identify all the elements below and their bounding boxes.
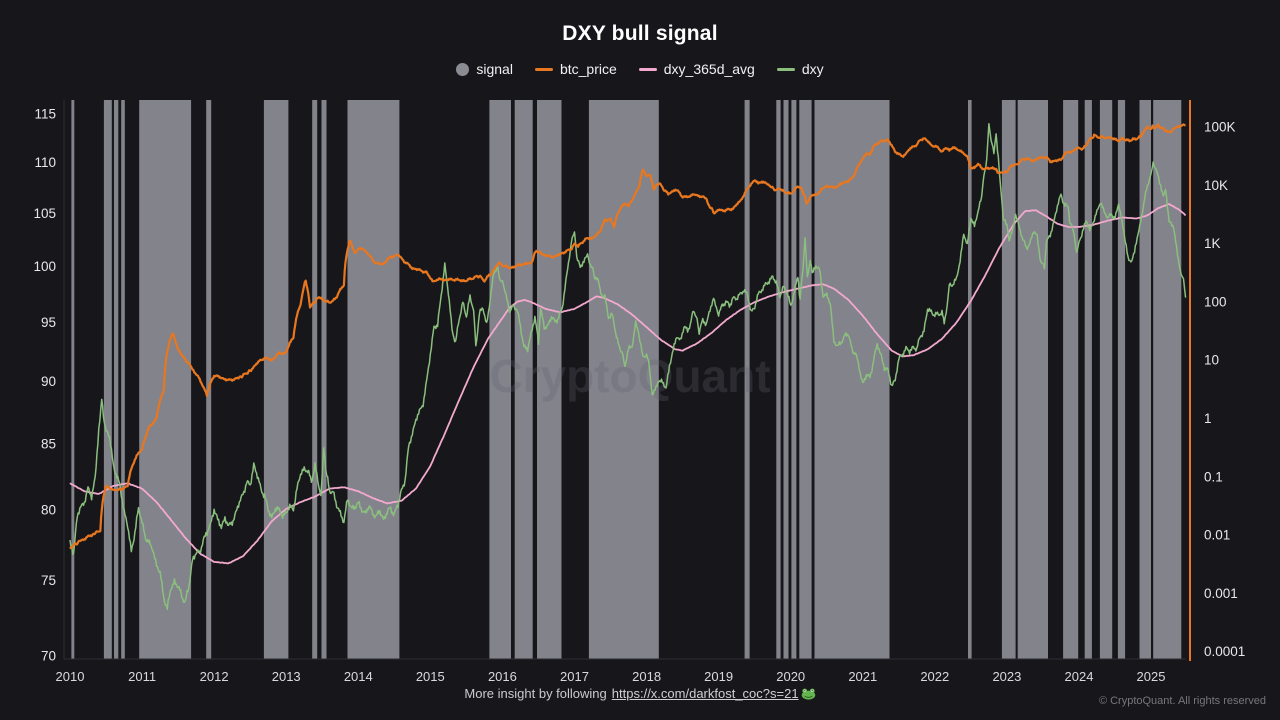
right-axis-tick-label: 10 xyxy=(1204,353,1219,368)
x-axis-tick-label: 2012 xyxy=(200,669,229,684)
left-axis-tick-label: 100 xyxy=(33,259,56,274)
series-dxy_365d_avg xyxy=(69,203,1187,565)
dxy-line-icon xyxy=(776,67,795,71)
legend-item-signal[interactable]: signal xyxy=(456,61,513,77)
signal-band xyxy=(1084,100,1092,659)
legend-label-dxy: dxy xyxy=(801,61,824,77)
left-axis-tick-label: 70 xyxy=(41,649,56,664)
signal-band xyxy=(1017,100,1048,659)
x-axis-tick-label: 2018 xyxy=(632,669,661,684)
right-axis-tick-label: 1 xyxy=(1204,411,1212,426)
signal-band xyxy=(1153,100,1182,659)
copyright-text: © CryptoQuant. All rights reserved xyxy=(1098,695,1266,707)
x-axis-tick-label: 2014 xyxy=(344,669,373,684)
x-axis-tick-label: 2021 xyxy=(848,669,877,684)
left-axis-tick-label: 110 xyxy=(34,155,56,170)
signal-band xyxy=(206,100,212,659)
x-axis-tick-label: 2020 xyxy=(776,669,805,684)
dxy-365d-avg-line-icon xyxy=(638,67,657,71)
signal-band xyxy=(489,100,511,659)
legend-item-dxy[interactable]: dxy xyxy=(776,61,824,77)
left-axis-tick-label: 90 xyxy=(41,374,56,389)
series-btc_price xyxy=(69,123,1186,550)
signal-band xyxy=(791,100,797,659)
signal-band xyxy=(1139,100,1151,659)
right-axis-tick-label: 0.01 xyxy=(1204,528,1230,543)
right-axis-tick-label: 0.001 xyxy=(1204,586,1238,601)
legend-item-btc-price[interactable]: btc_price xyxy=(534,61,617,77)
right-axis-tick-label: 100 xyxy=(1204,294,1227,309)
signal-dot-icon xyxy=(456,62,470,76)
x-axis-tick-label: 2024 xyxy=(1065,669,1094,684)
signal-band xyxy=(514,100,533,659)
left-axis-tick-label: 75 xyxy=(41,573,56,588)
signal-band xyxy=(321,100,327,659)
left-axis-tick-label: 80 xyxy=(41,503,56,518)
legend-item-dxy-365d-avg[interactable]: dxy_365d_avg xyxy=(638,61,755,77)
left-axis-tick-label: 85 xyxy=(41,437,56,452)
footer-note: More insight by following https://x.com/d… xyxy=(0,686,1280,701)
signal-band xyxy=(776,100,781,659)
x-axis-tick-label: 2022 xyxy=(920,669,949,684)
signal-band xyxy=(1001,100,1016,659)
x-axis-tick-label: 2011 xyxy=(128,669,156,684)
right-axis-tick-label: 100K xyxy=(1204,120,1236,135)
right-axis-tick-label: 10K xyxy=(1204,178,1228,193)
signal-band xyxy=(799,100,812,659)
legend-label-dxy-365d-avg: dxy_365d_avg xyxy=(663,61,755,77)
legend-label-btc-price: btc_price xyxy=(559,61,617,77)
series-dxy xyxy=(69,122,1187,611)
right-axis-tick-label: 1K xyxy=(1204,236,1221,251)
signal-band xyxy=(968,100,972,659)
signal-band xyxy=(114,100,119,659)
x-axis-tick-label: 2013 xyxy=(272,669,301,684)
footer-link[interactable]: https://x.com/darkfost_coc?s=21 xyxy=(611,686,799,701)
signal-band xyxy=(537,100,562,659)
signal-band xyxy=(121,100,125,659)
watermark: CryptoQuant xyxy=(489,350,770,402)
signal-band xyxy=(588,100,659,659)
signal-band xyxy=(1099,100,1113,659)
x-axis-tick-label: 2025 xyxy=(1137,669,1166,684)
signal-band xyxy=(347,100,400,659)
signal-band xyxy=(1063,100,1079,659)
x-axis-tick-label: 2010 xyxy=(56,669,85,684)
legend-label-signal: signal xyxy=(476,61,513,77)
right-axis-tick-label: 0.1 xyxy=(1204,469,1223,484)
signal-band xyxy=(744,100,750,659)
right-axis-tick-label: 0.0001 xyxy=(1204,644,1245,659)
x-axis-tick-label: 2019 xyxy=(704,669,733,684)
frog-emoji-icon xyxy=(801,688,815,700)
x-axis-tick-label: 2017 xyxy=(560,669,589,684)
chart-title: DXY bull signal xyxy=(562,22,718,45)
signal-band xyxy=(814,100,890,659)
btc-price-line-icon xyxy=(534,67,553,71)
left-axis-tick-label: 95 xyxy=(41,315,56,330)
signal-band xyxy=(263,100,289,659)
x-axis-tick-label: 2023 xyxy=(992,669,1021,684)
signal-band xyxy=(783,100,789,659)
signal-band xyxy=(103,100,112,659)
x-axis-tick-label: 2016 xyxy=(488,669,517,684)
footer-text: More insight by following xyxy=(464,686,607,701)
x-axis-tick-label: 2015 xyxy=(416,669,445,684)
left-axis-tick-label: 115 xyxy=(34,107,56,122)
chart-legend: signal btc_price dxy_365d_avg dxy xyxy=(0,61,1280,77)
signal-band xyxy=(312,100,318,659)
left-axis-tick-label: 105 xyxy=(33,206,56,221)
signal-band xyxy=(1117,100,1126,659)
signal-band xyxy=(71,100,75,659)
